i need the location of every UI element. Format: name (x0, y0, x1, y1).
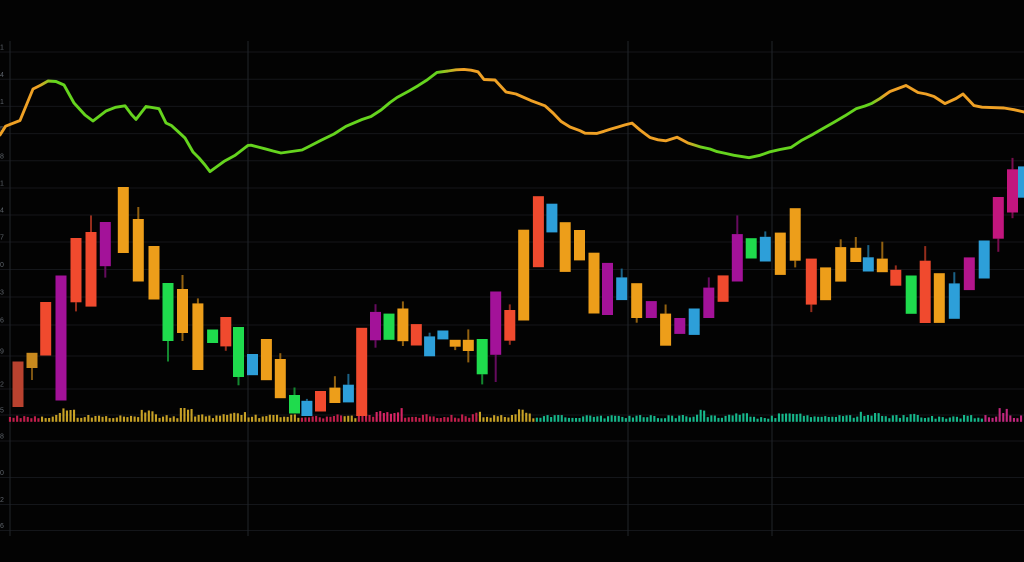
svg-text:8: 8 (0, 434, 4, 441)
svg-text:2: 2 (0, 382, 4, 389)
svg-text:1: 1 (0, 45, 4, 52)
svg-text:1: 1 (0, 181, 4, 188)
svg-text:7: 7 (0, 235, 4, 242)
svg-text:9: 9 (0, 349, 4, 356)
svg-text:0: 0 (0, 470, 4, 477)
svg-text:4: 4 (0, 208, 4, 215)
svg-text:6: 6 (0, 523, 4, 530)
svg-text:3: 3 (0, 290, 4, 297)
svg-text:0: 0 (0, 262, 4, 269)
svg-text:8: 8 (0, 153, 4, 160)
svg-text:2: 2 (0, 497, 4, 504)
svg-text:5: 5 (0, 408, 4, 415)
svg-text:4: 4 (0, 72, 4, 79)
svg-text:1: 1 (0, 99, 4, 106)
svg-text:6: 6 (0, 318, 4, 325)
